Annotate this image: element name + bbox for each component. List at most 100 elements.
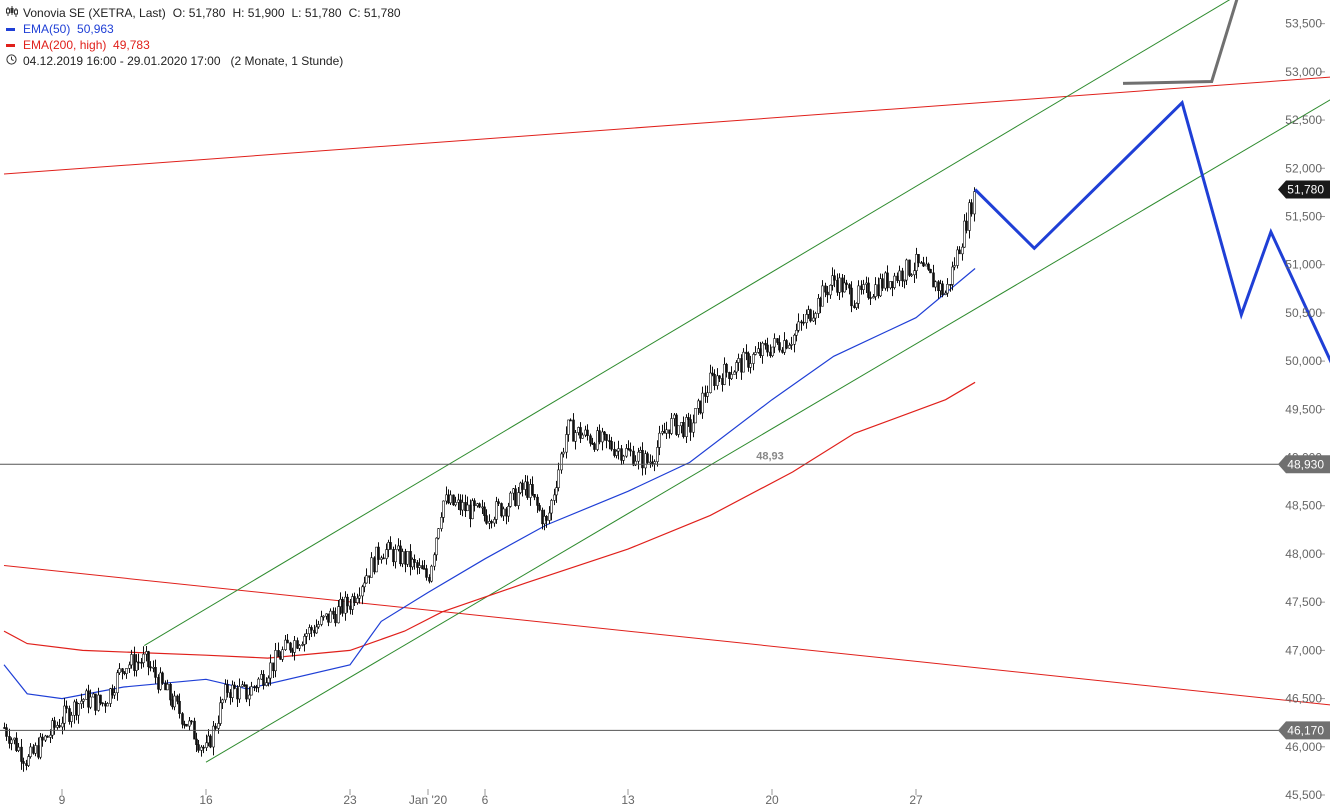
candle-body — [509, 492, 512, 507]
candle-body — [224, 684, 227, 701]
candle-body — [471, 500, 474, 520]
trendlines — [3, 0, 1330, 763]
candle-body — [137, 661, 140, 664]
candle-body — [49, 734, 52, 738]
trendline — [3, 565, 1330, 706]
candle-body — [709, 372, 712, 393]
candle-body — [284, 639, 287, 650]
candle-body — [793, 334, 796, 345]
candle-body — [92, 693, 95, 698]
candle-body — [517, 492, 520, 506]
candlestick-icon — [6, 5, 19, 21]
ema200-swatch — [6, 43, 15, 47]
candle-body — [104, 703, 107, 707]
candle-body — [200, 746, 203, 751]
legend-ema50-row: EMA(50) 50,963 — [6, 21, 401, 37]
candle-body — [490, 521, 493, 524]
candle-body — [961, 246, 964, 255]
legend-ema200-row: EMA(200, high) 49,783 — [6, 37, 401, 53]
candle-body — [20, 746, 23, 762]
candle-body — [181, 713, 184, 725]
candle-body — [452, 494, 455, 506]
candle-body — [27, 756, 30, 766]
candle-body — [485, 515, 488, 524]
candle-body — [361, 586, 364, 597]
candle-body — [802, 321, 805, 324]
candle-body — [553, 494, 556, 501]
candle-body — [433, 554, 436, 567]
candle-body — [77, 703, 80, 716]
candlesticks — [3, 187, 976, 772]
price-tags: 51,780 48,930 46,170 — [1278, 180, 1330, 740]
forecast-path — [974, 99, 1330, 364]
candle-body — [886, 272, 889, 289]
candle-body — [435, 537, 438, 556]
candle-body — [658, 432, 661, 448]
candle-body — [413, 559, 416, 563]
y-tick-label: 49,500 — [1285, 402, 1322, 416]
horizontal-levels: 48,93 — [0, 450, 1282, 731]
candle-body — [824, 285, 827, 293]
last-price-tag: 51,780 — [1287, 182, 1324, 196]
candle-body — [320, 616, 323, 625]
candle-body — [656, 447, 659, 462]
candle-body — [730, 374, 733, 379]
candle-body — [694, 408, 697, 424]
candle-body — [615, 450, 618, 456]
candle-body — [682, 422, 685, 437]
ohlc-open-value: 51,780 — [188, 6, 226, 20]
candle-body — [538, 505, 541, 511]
candle-body — [881, 278, 884, 289]
level-tag: 46,170 — [1287, 723, 1324, 737]
level-tag: 48,930 — [1287, 457, 1324, 471]
level-tag-bg — [1278, 721, 1330, 740]
candle-body — [41, 736, 44, 741]
candle-body — [531, 484, 534, 495]
candle-body — [334, 614, 337, 624]
candle-body — [68, 708, 71, 722]
candle-body — [581, 434, 584, 439]
candle-body — [111, 688, 114, 696]
ema200-value: 49,783 — [113, 38, 150, 52]
y-tick-label: 48,500 — [1285, 499, 1322, 513]
candle-body — [219, 702, 222, 724]
ema-lines — [3, 268, 976, 700]
candle-body — [128, 664, 131, 669]
candle-body — [855, 303, 858, 308]
ohlc-close-label: C: — [348, 6, 361, 20]
ohlc-open-label: O: — [172, 6, 186, 20]
candle-body — [706, 392, 709, 397]
y-tick-label: 53,500 — [1285, 17, 1322, 31]
candle-body — [548, 512, 551, 521]
candle-body — [555, 487, 558, 496]
x-axis: 9 16 23 Jan '20 6 13 20 27 — [59, 789, 923, 807]
candle-body — [637, 451, 640, 462]
candle-body — [689, 419, 692, 433]
candle-body — [461, 502, 464, 511]
candle-body — [46, 735, 49, 738]
candle-body — [140, 661, 143, 664]
candle-body — [790, 343, 793, 346]
candle-body — [958, 249, 961, 255]
candle-body — [337, 606, 340, 624]
candle-body — [305, 633, 308, 637]
candle-body — [226, 684, 229, 693]
candle-body — [286, 639, 289, 644]
candle-body — [752, 354, 755, 364]
candle-body — [569, 419, 572, 422]
clock-icon — [6, 53, 19, 69]
candle-body — [829, 284, 832, 296]
candle-body — [956, 249, 959, 266]
candle-body — [44, 735, 47, 741]
candle-body — [833, 275, 836, 281]
candle-body — [243, 684, 246, 687]
candle-body — [677, 425, 680, 435]
candle-body — [411, 559, 414, 568]
x-tick-label: 27 — [909, 793, 923, 807]
candle-body — [773, 338, 776, 348]
x-tick-label: 23 — [343, 793, 357, 807]
candle-body — [169, 683, 172, 701]
y-tick-label: 51,500 — [1285, 209, 1322, 223]
candle-body — [97, 694, 100, 711]
candle-body — [610, 441, 613, 450]
